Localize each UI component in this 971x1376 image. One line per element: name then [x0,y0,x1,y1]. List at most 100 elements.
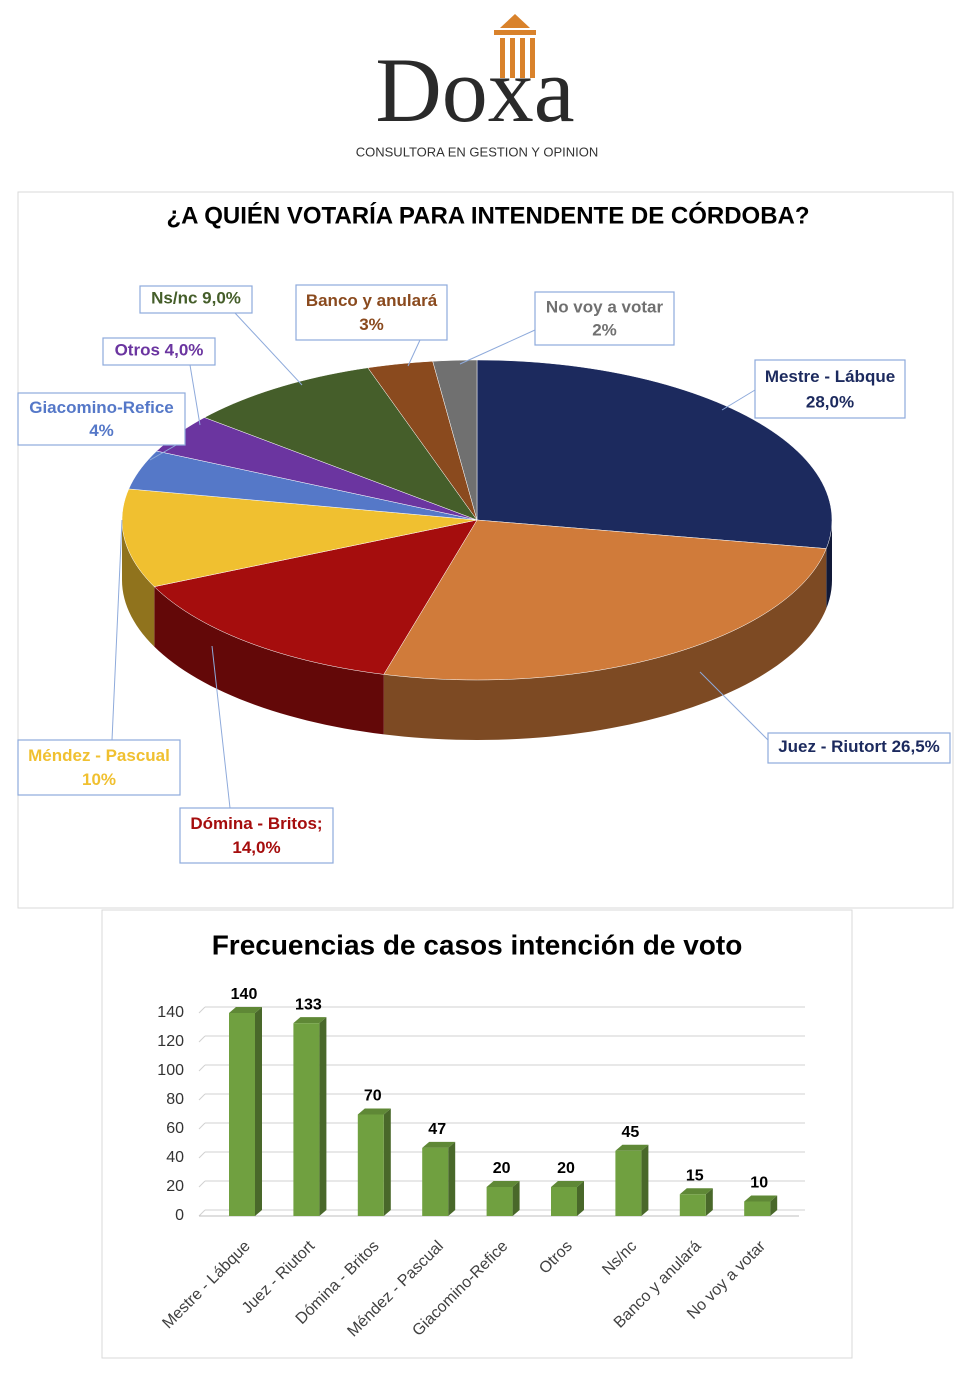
bar-side [448,1141,456,1216]
data-label: 47 [428,1121,446,1138]
bar-side [255,1007,262,1216]
y-tick-label: 120 [157,1033,184,1050]
slice-value-label: 14,0% [232,838,280,857]
leader-line [407,339,421,367]
bar [486,1187,513,1216]
grid-line [198,1180,206,1188]
bar-top [615,1144,649,1151]
label-box [767,732,951,764]
slice-value-label: 28,0% [806,392,854,411]
label-box [754,359,906,419]
slice-label: Dómina - Britos; [190,814,322,833]
data-label: 20 [557,1160,575,1177]
grid-line [198,1209,206,1217]
pie-slice-side [154,586,384,735]
bar-side [770,1195,778,1216]
label-box [179,807,334,864]
slice-label-line: Ns/nc 9,0% [151,289,241,308]
logo-tagline: CONSULTORA EN GESTION Y OPINION [356,144,598,159]
bar [744,1201,771,1216]
logo: Doxa CONSULTORA EN GESTION Y OPINION [356,14,598,159]
leader-line [699,671,769,741]
slice-label: Banco y anulará [306,291,438,310]
label-box [534,291,675,346]
y-tick-label: 40 [166,1149,184,1166]
label-box [139,285,253,314]
leader-line [211,645,231,809]
grid-line [198,1006,206,1014]
bar [615,1150,642,1216]
bar-side [641,1144,649,1216]
logo-icon [494,14,536,78]
bar-side [383,1108,391,1216]
pie-slice [203,367,478,521]
slice-label: Giacomino-Refice [29,398,174,417]
leader-line [189,364,201,426]
bar-top [744,1195,778,1202]
slice-label: Méndez - Pascual [28,746,170,765]
slice-label: Otros [115,341,160,360]
y-tick-label: 60 [166,1120,184,1137]
pie-slice [367,360,478,521]
grid-line [198,1122,206,1130]
pie-slice [476,359,833,549]
bar [357,1114,384,1216]
slice-label: Ns/nc [151,289,197,308]
slice-label-line: Otros 4,0% [115,341,204,360]
pie-slice [153,519,478,675]
chart-title: ¿A QUIÉN VOTARÍA PARA INTENDENTE DE CÓRD… [166,201,809,229]
bar [422,1147,449,1216]
pie-chart: Mestre - Lábque 28,0% Juez - Riutort 26,5%… [17,284,951,864]
slice-value-label: 4% [89,421,114,440]
label-box [17,392,186,446]
label-box [295,284,448,341]
y-tick-label: 100 [157,1062,184,1079]
leader-line [721,389,756,411]
y-tick-label: 20 [166,1178,184,1195]
data-label: 133 [295,996,322,1013]
label-box [102,337,216,366]
slice-value-label: 10% [82,770,116,789]
y-tick-label: 140 [157,1004,184,1021]
bar-top [229,1007,262,1013]
slice-value-label: 4,0% [165,341,204,360]
data-label: 140 [231,986,258,1003]
slice-label: Juez - Riutort [778,737,887,756]
leader-line [459,329,536,365]
data-label: 10 [750,1175,768,1192]
slice-value-label: 3% [359,315,384,334]
slice-label: No voy a votar [546,297,664,316]
slice-value-label: 26,5% [892,737,940,756]
bar-chart-frame [101,909,853,1359]
chart-title: Frecuencias de casos intención de voto [212,929,743,960]
y-tick-label: 80 [166,1091,184,1108]
bar-side [577,1181,584,1216]
grid-line [198,1093,206,1101]
pie-slice [383,519,827,681]
bar-top [551,1181,584,1187]
leader-line [111,519,123,741]
grid-line [198,1151,206,1159]
slice-value-label: 2% [592,321,617,340]
pie-slice [121,488,478,587]
label-box [17,739,181,796]
bar [679,1194,706,1216]
bar-top [486,1181,520,1187]
grid-line [198,1064,206,1072]
slice-label-line: Juez - Riutort 26,5% [778,737,940,756]
bar-top [293,1017,327,1024]
y-tick-label: 0 [175,1207,184,1224]
bar-top [679,1188,713,1195]
bar-side [319,1017,327,1216]
data-label: 15 [686,1167,704,1184]
slice-value-label: 9,0% [202,289,241,308]
bar [293,1023,320,1216]
leader-line [234,312,303,386]
pie-slice-side [383,548,827,740]
data-label: 70 [364,1088,382,1105]
bar-top [357,1108,391,1115]
grid-line [198,1035,206,1043]
pie-slice [128,450,478,521]
bar-side [705,1188,713,1216]
